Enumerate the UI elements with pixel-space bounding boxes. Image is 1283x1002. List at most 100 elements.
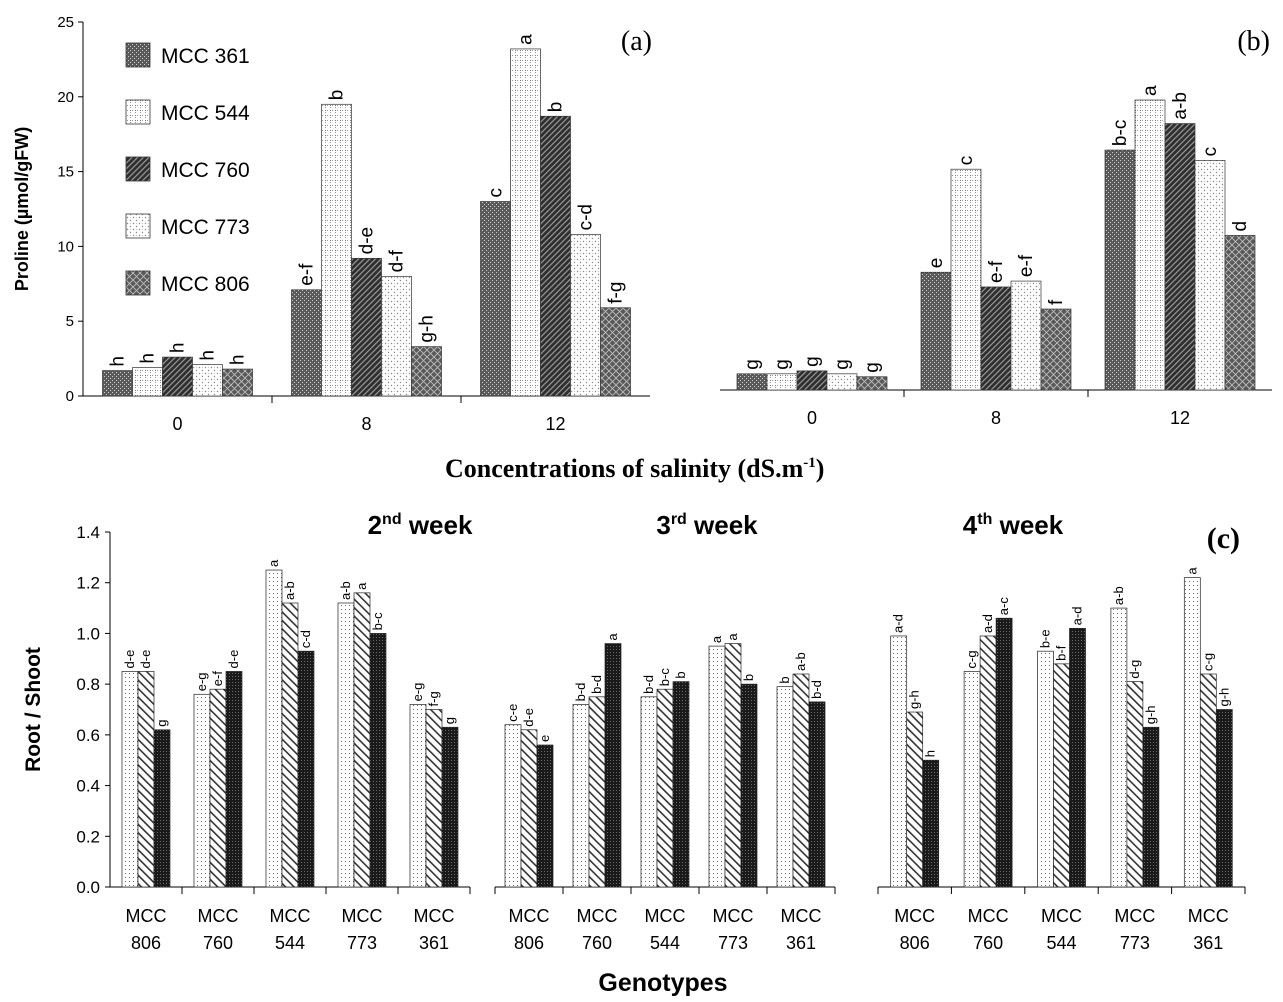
bar xyxy=(826,373,858,391)
bar xyxy=(1110,607,1128,888)
significance-letter: h xyxy=(138,353,159,364)
x-tick-label: MCC xyxy=(713,906,754,926)
bar xyxy=(570,234,601,397)
week-title: 3rd week xyxy=(656,510,758,540)
bar xyxy=(808,701,826,888)
bar xyxy=(708,645,726,888)
x-tick-label: 760 xyxy=(582,933,612,953)
legend-label: MCC 806 xyxy=(161,273,250,296)
significance-letter: b xyxy=(673,671,688,678)
bar xyxy=(162,356,193,397)
legend-label: MCC 361 xyxy=(161,45,250,68)
bar xyxy=(153,729,171,888)
significance-letter: a xyxy=(354,582,369,590)
legend-label: MCC 760 xyxy=(161,159,250,182)
x-tick-label: 12 xyxy=(1170,408,1190,428)
significance-letter: a xyxy=(266,559,281,567)
y-tick-label: 15 xyxy=(57,164,74,181)
bar xyxy=(1053,663,1070,888)
y-tick-label: 10 xyxy=(57,238,74,255)
bar xyxy=(890,635,908,888)
legend-label: MCC 773 xyxy=(161,216,250,239)
x-tick-label: MCC xyxy=(894,906,935,926)
significance-letter: c-d xyxy=(576,204,597,230)
y-axis-label: Proline (µmol/gFW) xyxy=(12,127,32,291)
x-tick-label: 361 xyxy=(786,933,816,953)
bar xyxy=(1224,235,1256,391)
significance-letter: a-d xyxy=(891,614,906,633)
bar xyxy=(504,724,522,888)
x-tick-label: MCC xyxy=(1188,906,1229,926)
bar xyxy=(672,681,690,888)
bar xyxy=(1069,628,1086,888)
bar xyxy=(291,289,322,397)
bar xyxy=(353,592,371,888)
bar xyxy=(510,48,541,397)
significance-letter: e-f xyxy=(297,263,318,286)
bar xyxy=(102,370,133,397)
significance-letter: b-e xyxy=(1038,629,1053,648)
y-tick-label: 20 xyxy=(57,89,74,106)
bar xyxy=(792,673,810,888)
x-tick-label: 8 xyxy=(361,414,371,434)
bar xyxy=(736,373,768,391)
panel-label: (a) xyxy=(621,26,652,57)
bar xyxy=(1194,160,1226,391)
bar xyxy=(1134,99,1166,391)
significance-letter: a-d xyxy=(1070,607,1085,626)
significance-letter: a-d xyxy=(980,614,995,633)
panel-label: (b) xyxy=(1237,26,1270,57)
x-tick-label: 806 xyxy=(131,933,161,953)
x-tick-label: 544 xyxy=(1046,933,1076,953)
bar xyxy=(1142,726,1160,888)
x-tick-label: MCC xyxy=(414,906,455,926)
bar xyxy=(1164,123,1196,391)
significance-letter: a-b xyxy=(338,581,353,600)
x-tick-label: 361 xyxy=(419,933,449,953)
significance-letter: g-h xyxy=(417,315,438,342)
x-tick-label: 12 xyxy=(545,414,565,434)
significance-letter: g xyxy=(772,359,793,370)
y-tick-label: 0.0 xyxy=(76,878,100,897)
bar xyxy=(480,201,511,397)
significance-letter: d-e xyxy=(521,708,536,727)
bar xyxy=(225,671,243,888)
significance-letter: g xyxy=(742,359,763,370)
significance-letter: c xyxy=(956,156,977,166)
bar xyxy=(766,373,798,391)
y-tick-label: 0.2 xyxy=(76,827,100,846)
significance-letter: b xyxy=(546,102,567,113)
bar xyxy=(121,671,139,888)
bar xyxy=(192,364,223,397)
significance-letter: b-d xyxy=(589,675,604,694)
bar xyxy=(409,704,427,888)
bar xyxy=(980,286,1012,391)
bar xyxy=(351,258,382,397)
y-tick-label: 0.6 xyxy=(76,726,100,745)
significance-letter: g xyxy=(832,359,853,370)
bar xyxy=(979,635,997,888)
bar xyxy=(381,275,412,397)
significance-letter: h xyxy=(108,356,129,367)
x-tick-label: MCC xyxy=(198,906,239,926)
significance-letter: e-g xyxy=(410,683,425,702)
significance-letter: b xyxy=(327,90,348,101)
bar xyxy=(1037,650,1054,888)
x-tick-label: 760 xyxy=(973,933,1003,953)
shared-x-axis-label: Concentrations of salinity (dS.m-1) xyxy=(445,454,824,483)
significance-letter: a-b xyxy=(793,652,808,671)
bar xyxy=(920,271,952,391)
x-tick-label: MCC xyxy=(342,906,383,926)
bar xyxy=(265,569,283,888)
bar xyxy=(776,686,794,888)
x-tick-label: MCC xyxy=(781,906,822,926)
x-tick-label: 806 xyxy=(900,933,930,953)
legend-label: MCC 544 xyxy=(161,102,250,125)
significance-letter: c xyxy=(1200,147,1221,157)
y-tick-label: 5 xyxy=(66,313,74,330)
significance-letter: h xyxy=(198,350,219,361)
x-tick-label: MCC xyxy=(509,906,550,926)
x-tick-label: 773 xyxy=(718,933,748,953)
significance-letter: d-e xyxy=(138,650,153,669)
bar xyxy=(724,643,742,888)
